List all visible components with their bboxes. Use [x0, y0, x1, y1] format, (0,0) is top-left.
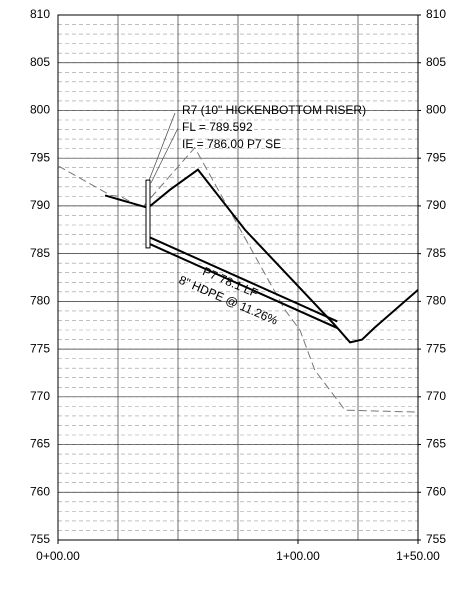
y-tick-label: 800: [30, 103, 50, 117]
y2-tick-label: 795: [426, 150, 446, 164]
y-tick-label: 780: [30, 294, 50, 308]
y2-tick-label: 800: [426, 103, 446, 117]
y-tick-label: 775: [30, 341, 50, 355]
leader-line: [150, 127, 179, 184]
y2-tick-label: 790: [426, 198, 446, 212]
proposed-grade: [104, 168, 419, 344]
y-tick-label: 790: [30, 198, 50, 212]
y2-tick-label: 755: [426, 532, 446, 546]
y2-tick-label: 770: [426, 389, 446, 403]
y-tick-label: 810: [30, 7, 50, 21]
y2-tick-label: 805: [426, 55, 446, 69]
annotation: R7 (10" HICKENBOTTOM RISER): [182, 103, 366, 117]
leader-line: [147, 112, 176, 184]
y2-tick-label: 785: [426, 246, 446, 260]
y2-tick-label: 810: [426, 7, 446, 21]
y-tick-label: 755: [30, 532, 50, 546]
y-tick-label: 765: [30, 437, 50, 451]
y2-tick-label: 760: [426, 484, 446, 498]
annotation: IE = 786.00 P7 SE: [182, 137, 281, 151]
y-tick-label: 805: [30, 55, 50, 69]
annotation: FL = 789.592: [182, 120, 253, 134]
y2-tick-label: 765: [426, 437, 446, 451]
y-tick-label: 795: [30, 150, 50, 164]
y2-tick-label: 775: [426, 341, 446, 355]
y-tick-label: 760: [30, 484, 50, 498]
y-tick-label: 770: [30, 389, 50, 403]
y-tick-label: 785: [30, 246, 50, 260]
existing-grade: [57, 146, 419, 413]
y2-tick-label: 780: [426, 294, 446, 308]
x-tick-label: 0+00.00: [36, 549, 80, 563]
x-tick-label: 1+00.00: [276, 549, 320, 563]
riser: [145, 179, 151, 249]
pipe-line: [149, 236, 338, 323]
pipe-line: [149, 243, 338, 330]
plot-frame: [57, 14, 419, 541]
x-tick-label: 1+50.00: [396, 549, 440, 563]
